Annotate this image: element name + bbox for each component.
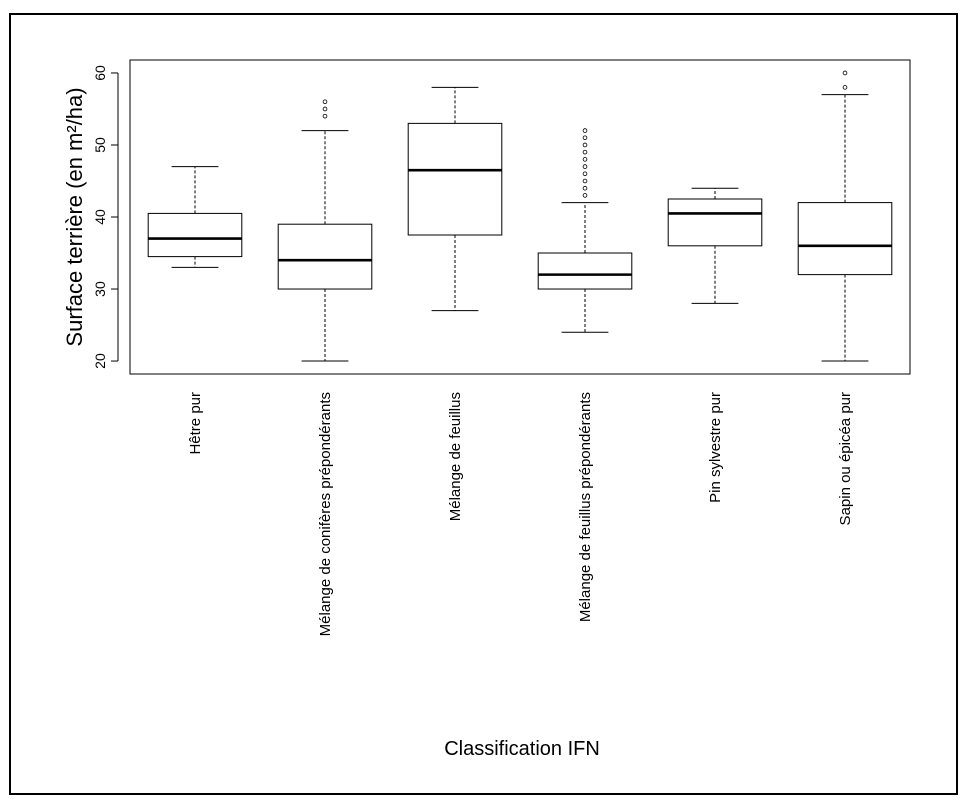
box-3 [407, 86, 503, 312]
outlier-point [582, 135, 588, 141]
outlier-point [582, 171, 588, 177]
iqr-box [147, 212, 243, 258]
plot-area [129, 59, 911, 375]
box-4 [537, 128, 633, 333]
box-1 [147, 166, 243, 268]
outlier-point [582, 128, 588, 133]
y-axis-title: Surface terrière (en m²/ha) [62, 87, 87, 346]
outlier-point [322, 113, 328, 119]
x-axis-title: Classification IFN [444, 738, 600, 760]
iqr-box [277, 223, 373, 290]
iqr-box [797, 202, 893, 276]
y-axis: 20 30 40 50 60 [92, 65, 119, 369]
y-tick-label: 60 [92, 65, 108, 81]
x-tick-label: Hêtre pur [187, 392, 204, 455]
iqr-box [667, 198, 763, 247]
y-tick-label: 50 [92, 137, 108, 153]
box-2 [277, 99, 373, 362]
outlier-point [322, 106, 328, 112]
iqr-box [537, 252, 633, 290]
outlier-point [582, 193, 588, 198]
x-tick-label: Mélange de conifères prépondérants [317, 392, 334, 636]
outlier-point [322, 99, 328, 105]
x-tick-label: Mélange de feuillus [447, 392, 464, 521]
x-tick-label: Sapin ou épicéa pur [837, 392, 854, 525]
outlier-point [582, 178, 588, 184]
boxes [147, 70, 893, 362]
outlier-point [582, 142, 588, 148]
outlier-point [582, 149, 588, 155]
y-tick-label: 40 [92, 209, 108, 225]
box-6 [797, 70, 893, 362]
x-axis-labels: Hêtre pur Mélange de conifères prépondéra… [187, 392, 854, 636]
iqr-box [407, 122, 503, 236]
outlier-point [582, 185, 588, 191]
box-5 [667, 187, 763, 304]
outlier-point [842, 85, 848, 90]
x-tick-label: Mélange de feuillus prépondérants [577, 392, 594, 622]
outlier-point [582, 164, 588, 169]
outlier-point [582, 157, 588, 162]
x-tick-label: Pin sylvestre pur [707, 392, 724, 503]
y-tick-label: 30 [92, 281, 108, 297]
outlier-point [842, 70, 848, 76]
y-tick-label: 20 [92, 353, 108, 369]
